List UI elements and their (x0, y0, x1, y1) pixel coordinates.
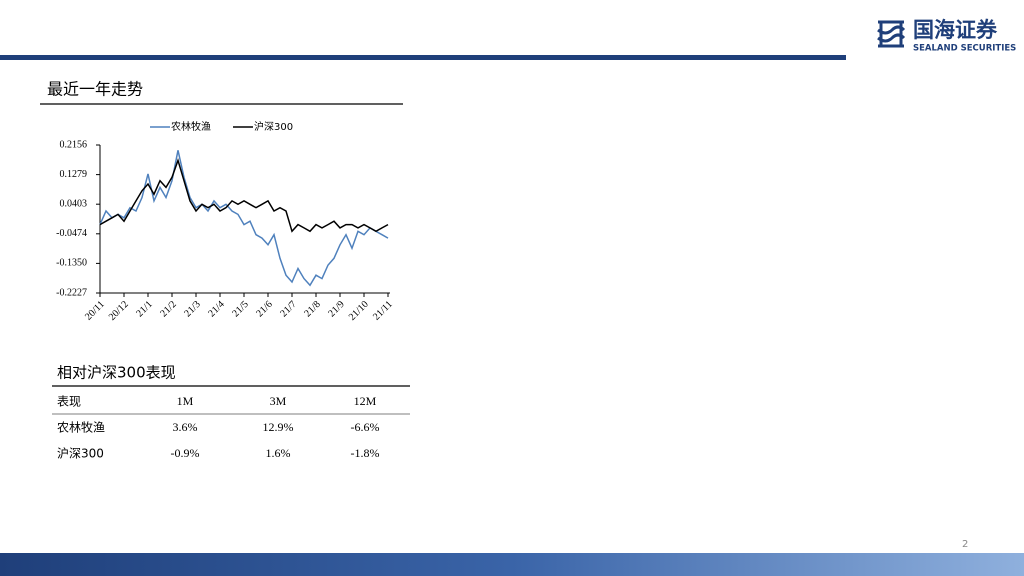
y-tick-label: 0.2156 (60, 139, 88, 150)
table-cell: -1.8% (351, 446, 380, 460)
brand-en: SEALAND SECURITIES (913, 44, 1016, 54)
y-tick-label: -0.0474 (56, 228, 87, 239)
legend-label: 沪深300 (254, 120, 293, 133)
y-tick-label: 0.1279 (60, 169, 88, 180)
footer-bar (0, 553, 1024, 576)
table-cell: 12M (354, 394, 377, 408)
table-cell: -0.9% (171, 446, 200, 460)
header-bar (0, 55, 846, 60)
series-line (99, 150, 389, 287)
table-cell: 表现 (57, 395, 81, 409)
logo-icon (877, 20, 906, 48)
table: 表现 1M 3M 12M 农林牧渔 3.6% 12.9% -6.6% 沪深300 -0.9% 1.6… (52, 394, 410, 461)
section-title: 相对沪深300表现 (57, 364, 176, 382)
brand: 国海证券 (913, 18, 998, 42)
y-tick-label: -0.2227 (56, 287, 87, 298)
table-cell: 3M (270, 394, 287, 408)
table-cell: 沪深300 (57, 447, 104, 461)
series-line (99, 157, 389, 233)
table-cell: 1.6% (266, 446, 291, 460)
section-title: 最近一年走势 (47, 80, 143, 99)
table-cell: 3.6% (173, 420, 198, 434)
page-number: 2 (962, 539, 968, 550)
chart: 0.21560.12790.0403-0.0474-0.1350-0.22272… (56, 120, 395, 323)
table-cell: -6.6% (351, 420, 380, 434)
table-cell: 1M (177, 394, 194, 408)
table-cell: 12.9% (263, 420, 294, 434)
table-cell: 农林牧渔 (57, 421, 105, 435)
legend-label: 农林牧渔 (171, 120, 211, 133)
y-tick-label: 0.0403 (60, 198, 88, 209)
y-tick-label: -0.1350 (56, 258, 87, 269)
